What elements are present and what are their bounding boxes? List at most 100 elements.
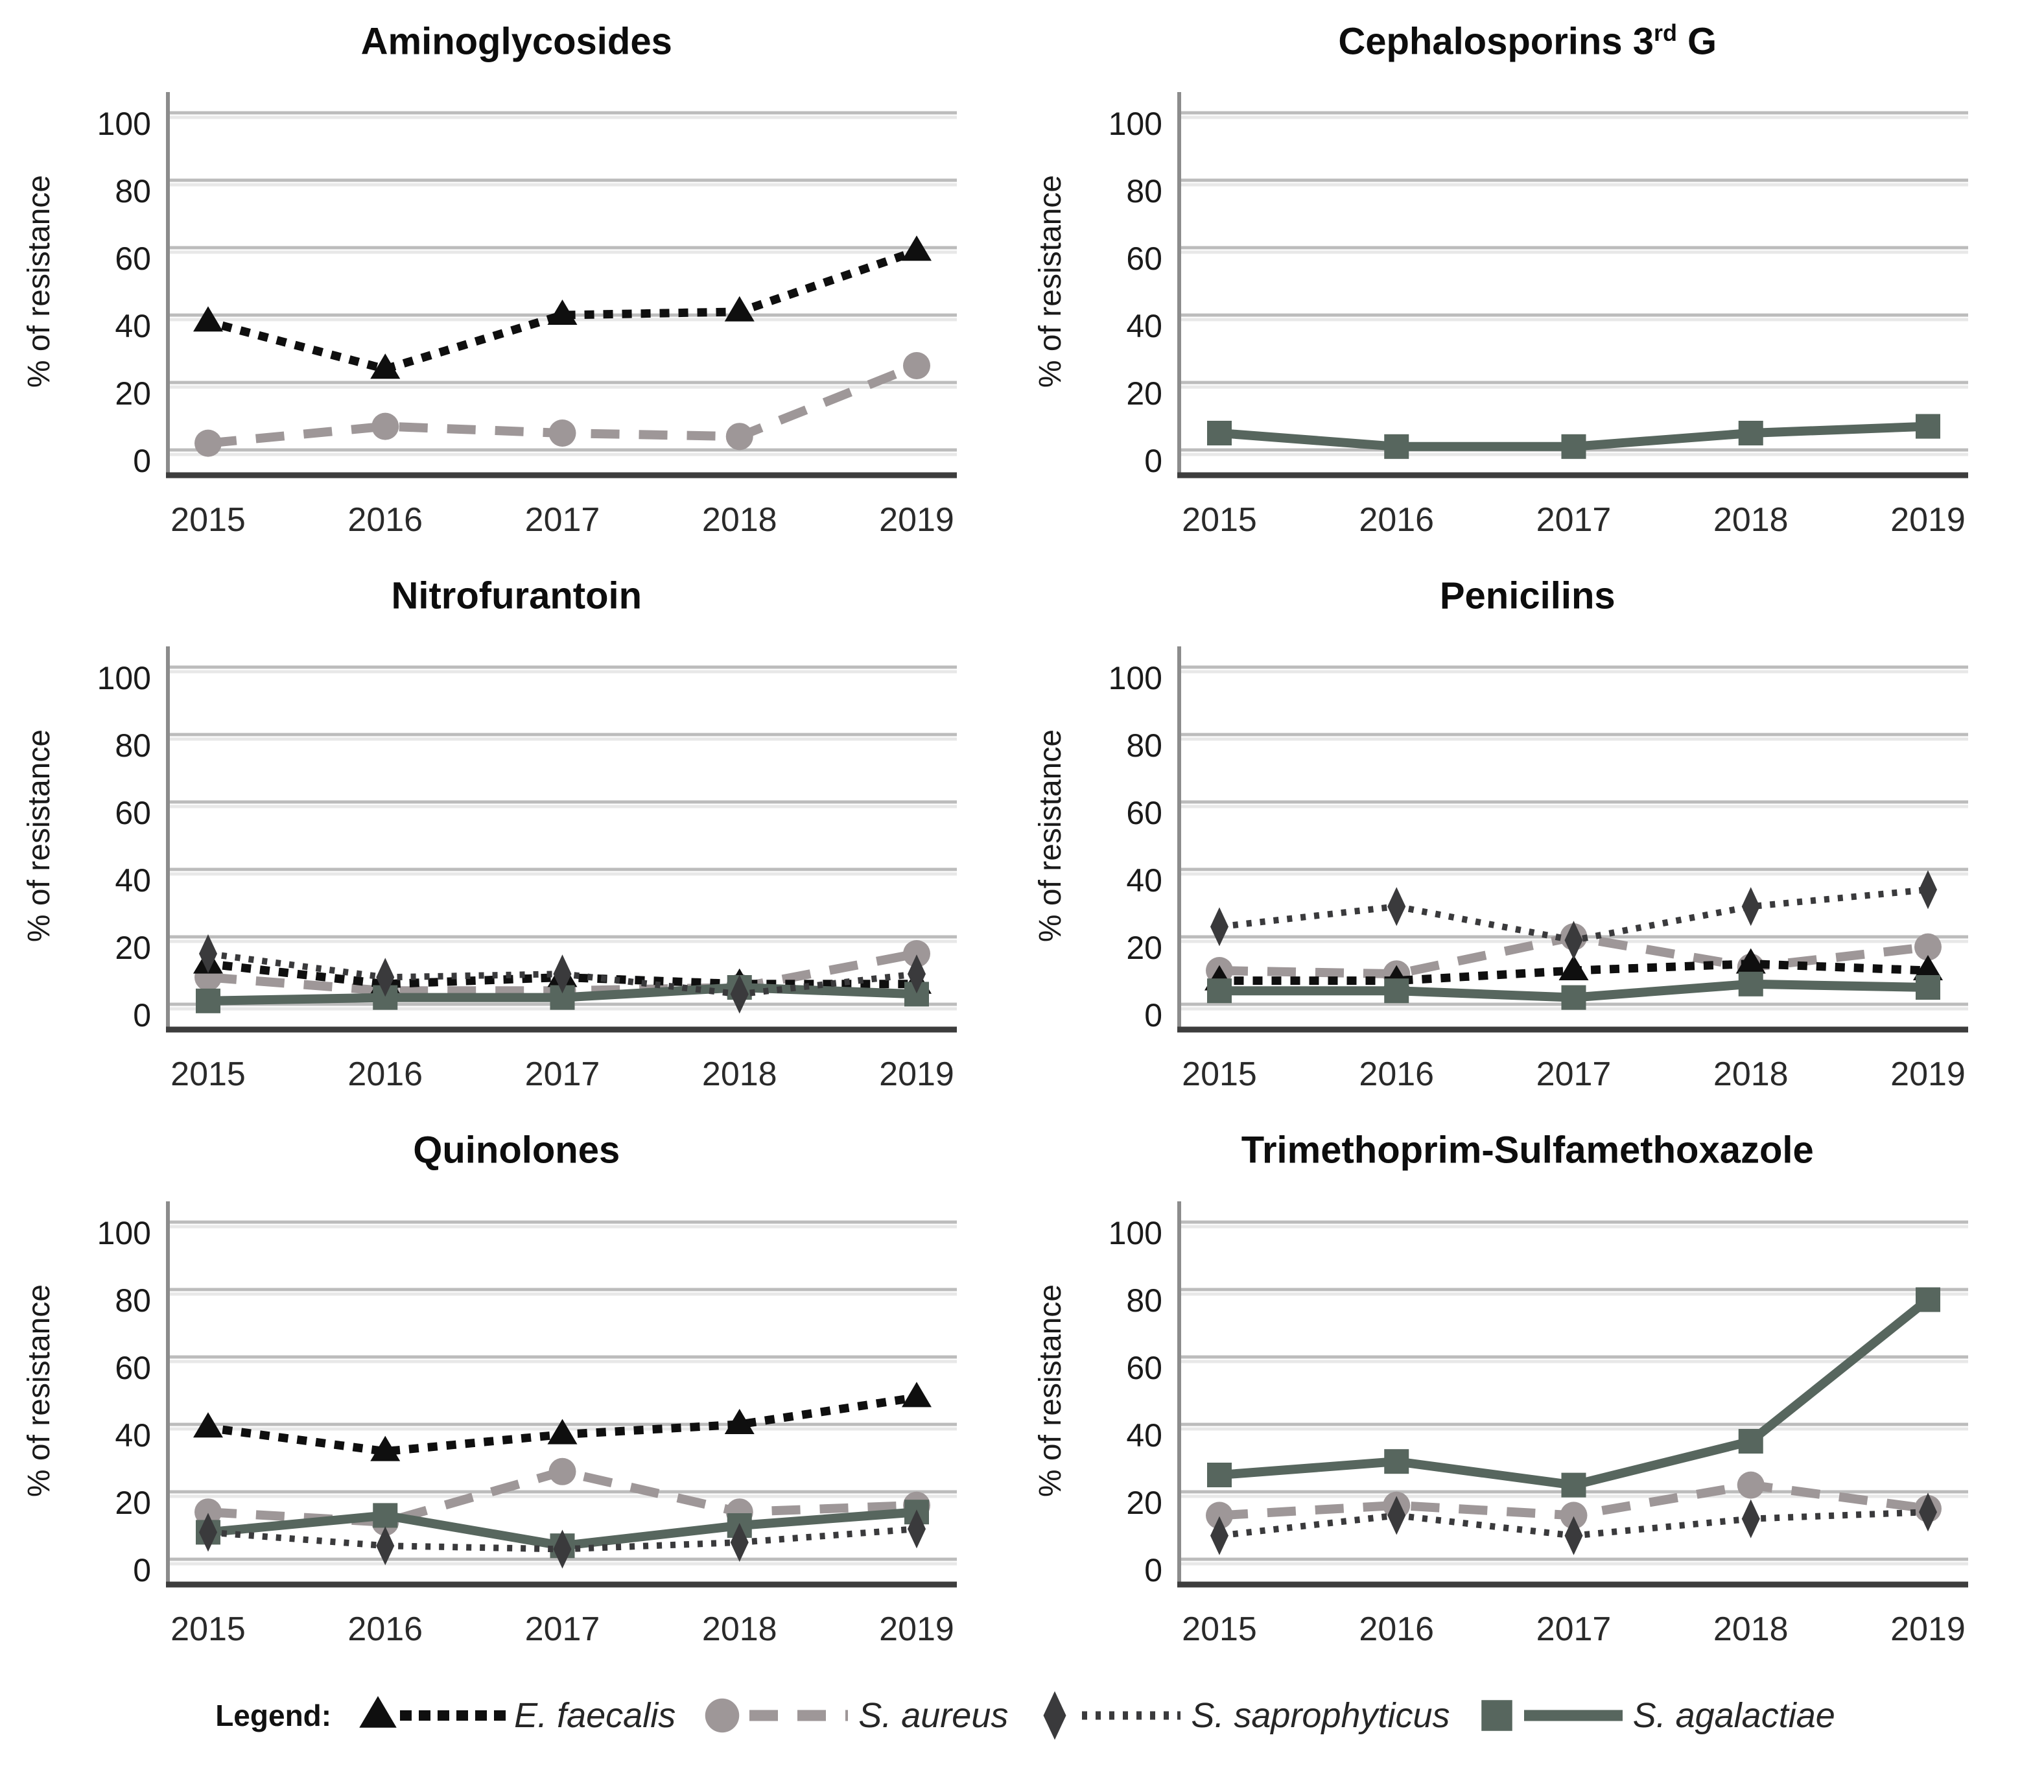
plot-area: 0 20 40 60 80 100 % of resistance 2015 2016 2017 2… — [16, 619, 1018, 1110]
legend-entry-s-aureus: S. aureus — [698, 1682, 1008, 1749]
panel-title: Nitrofurantoin — [16, 575, 1018, 616]
svg-text:80: 80 — [1126, 173, 1162, 209]
panel-title: Trimethoprim-Sulfamethoxazole — [1027, 1129, 2029, 1170]
plot-svg: 0 20 40 60 80 100 % of resistance 2015 2016 2017 2… — [22, 92, 957, 539]
chart-panel-cephalosporins: Cephalosporins 3rd G 0 20 40 60 80 100 % of re… — [1027, 4, 2029, 556]
svg-text:0: 0 — [1144, 443, 1162, 479]
svg-text:2017: 2017 — [525, 1610, 600, 1648]
panels-grid: Aminoglycosides 0 20 40 60 80 100 % of resista… — [16, 4, 2028, 1665]
chart-panel-aminoglycosides: Aminoglycosides 0 20 40 60 80 100 % of resista… — [16, 4, 1018, 556]
svg-text:40: 40 — [1126, 862, 1162, 899]
svg-text:20: 20 — [1126, 375, 1162, 412]
plot-area: 0 20 40 60 80 100 % of resistance 2015 2016 2017 2… — [1027, 64, 2029, 556]
panel-title-suffix: G — [1676, 20, 1717, 63]
svg-text:2015: 2015 — [170, 501, 246, 539]
plot-svg: 0 20 40 60 80 100 % of resistance 2015 2016 2017 2… — [1033, 1201, 1968, 1648]
legend-entry-label: E. faecalis — [514, 1695, 676, 1735]
chart-panel-penicilins: Penicilins 0 20 40 60 80 100 % of resistance 20… — [1027, 558, 2029, 1110]
svg-text:80: 80 — [115, 727, 151, 764]
svg-text:40: 40 — [115, 862, 151, 899]
svg-text:2016: 2016 — [1359, 1610, 1434, 1648]
svg-text:2016: 2016 — [347, 1055, 423, 1093]
svg-text:2015: 2015 — [1182, 1610, 1257, 1648]
legend-entry-label: S. saprophyticus — [1191, 1695, 1450, 1735]
panel-title-text: Penicilins — [1439, 574, 1615, 617]
triangle-dotted-line-icon — [353, 1682, 510, 1749]
legend-label: Legend: — [215, 1698, 332, 1732]
panel-title-text: Aminoglycosides — [360, 20, 672, 63]
svg-text:40: 40 — [115, 1417, 151, 1454]
svg-text:2019: 2019 — [1890, 1055, 1966, 1093]
svg-text:2019: 2019 — [1890, 501, 1966, 539]
svg-text:2016: 2016 — [1359, 1055, 1434, 1093]
svg-text:20: 20 — [1126, 930, 1162, 966]
svg-text:2018: 2018 — [702, 1610, 777, 1648]
svg-text:80: 80 — [115, 173, 151, 209]
svg-text:2018: 2018 — [1713, 501, 1788, 539]
plot-svg: 0 20 40 60 80 100 % of resistance 2015 2016 2017 2… — [22, 1201, 957, 1648]
svg-text:20: 20 — [1126, 1485, 1162, 1521]
legend-entry-s-agalactiae: S. agalactiae — [1472, 1682, 1835, 1749]
plot-svg: 0 20 40 60 80 100 % of resistance 2015 2016 2017 2… — [22, 646, 957, 1093]
svg-text:2017: 2017 — [1536, 1055, 1611, 1093]
svg-text:60: 60 — [1126, 1350, 1162, 1386]
svg-text:100: 100 — [97, 660, 151, 696]
svg-text:2017: 2017 — [525, 501, 600, 539]
svg-text:80: 80 — [1126, 1282, 1162, 1319]
svg-text:2015: 2015 — [170, 1055, 246, 1093]
svg-text:100: 100 — [1108, 1215, 1162, 1251]
svg-text:2018: 2018 — [1713, 1610, 1788, 1648]
svg-text:% of resistance: % of resistance — [22, 1284, 56, 1497]
svg-text:2015: 2015 — [1182, 501, 1257, 539]
svg-text:60: 60 — [115, 795, 151, 831]
svg-text:40: 40 — [1126, 1417, 1162, 1454]
svg-text:40: 40 — [1126, 308, 1162, 344]
svg-text:2019: 2019 — [879, 501, 954, 539]
svg-text:% of resistance: % of resistance — [22, 175, 56, 388]
plot-svg: 0 20 40 60 80 100 % of resistance 2015 2016 2017 2… — [1033, 646, 1968, 1093]
panel-title: Cephalosporins 3rd G — [1027, 21, 2029, 62]
svg-text:2016: 2016 — [347, 501, 423, 539]
square-solid-line-icon — [1472, 1682, 1627, 1749]
legend-entry-label: S. agalactiae — [1632, 1695, 1835, 1735]
chart-panel-quinolones: Quinolones 0 20 40 60 80 100 % of resistance 20… — [16, 1113, 1018, 1664]
svg-text:20: 20 — [115, 375, 151, 412]
panel-title-text: Cephalosporins 3 — [1338, 20, 1654, 63]
svg-text:60: 60 — [1126, 795, 1162, 831]
panel-title-text: Trimethoprim-Sulfamethoxazole — [1241, 1129, 1814, 1172]
svg-text:% of resistance: % of resistance — [1033, 175, 1068, 388]
plot-area: 0 20 40 60 80 100 % of resistance 2015 2016 2017 2… — [16, 1173, 1018, 1665]
panel-title-superscript: rd — [1653, 19, 1677, 46]
svg-text:2018: 2018 — [702, 1055, 777, 1093]
svg-text:0: 0 — [133, 1552, 151, 1588]
svg-text:2019: 2019 — [1890, 1610, 1966, 1648]
svg-text:% of resistance: % of resistance — [1033, 1284, 1068, 1497]
chart-panel-trimethoprim-sulfamethoxazole: Trimethoprim-Sulfamethoxazole 0 20 40 60 80 1… — [1027, 1113, 2029, 1664]
panel-title: Aminoglycosides — [16, 21, 1018, 62]
svg-text:100: 100 — [97, 1215, 151, 1251]
panel-title: Penicilins — [1027, 575, 2029, 616]
legend-entry-e-faecalis: E. faecalis — [353, 1682, 675, 1749]
svg-text:0: 0 — [1144, 1552, 1162, 1588]
svg-text:20: 20 — [115, 1485, 151, 1521]
svg-text:2019: 2019 — [879, 1610, 954, 1648]
svg-text:2016: 2016 — [347, 1610, 423, 1648]
plot-area: 0 20 40 60 80 100 % of resistance 2015 2016 2017 2… — [1027, 1173, 2029, 1665]
svg-text:60: 60 — [115, 241, 151, 277]
svg-text:0: 0 — [133, 997, 151, 1033]
svg-text:20: 20 — [115, 930, 151, 966]
svg-text:100: 100 — [97, 106, 151, 142]
svg-text:2017: 2017 — [525, 1055, 600, 1093]
svg-text:100: 100 — [1108, 106, 1162, 142]
plot-area: 0 20 40 60 80 100 % of resistance 2015 2016 2017 2… — [1027, 619, 2029, 1110]
svg-text:80: 80 — [1126, 727, 1162, 764]
chart-panel-nitrofurantoin: Nitrofurantoin 0 20 40 60 80 100 % of resistan… — [16, 558, 1018, 1110]
svg-text:60: 60 — [1126, 241, 1162, 277]
svg-text:2018: 2018 — [1713, 1055, 1788, 1093]
svg-text:2017: 2017 — [1536, 1610, 1611, 1648]
panel-title-text: Quinolones — [413, 1129, 620, 1172]
svg-text:80: 80 — [115, 1282, 151, 1319]
legend-entry-label: S. aureus — [858, 1695, 1009, 1735]
svg-text:2019: 2019 — [879, 1055, 954, 1093]
